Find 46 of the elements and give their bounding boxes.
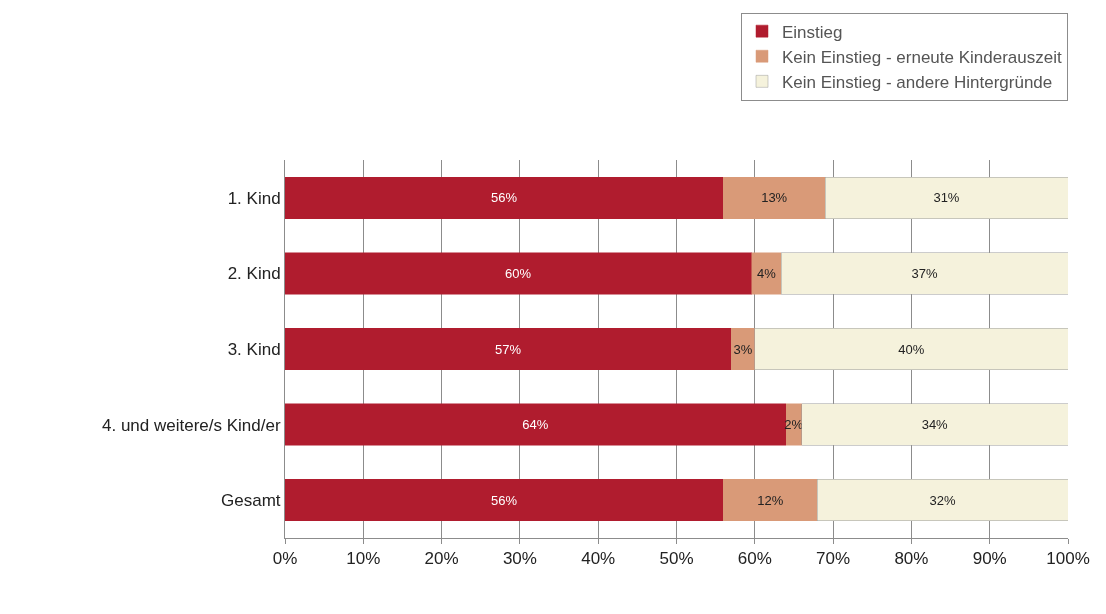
y-tick-label: 2. Kind (227, 264, 281, 284)
x-tick-label: 60% (737, 549, 772, 569)
data-label: 12% (757, 492, 784, 508)
legend-label: Kein Einstieg - erneute Kinderauszeit (782, 47, 1062, 67)
x-tick-label: 40% (581, 549, 616, 569)
x-tick-label: 100% (1046, 549, 1090, 569)
data-label: 56% (491, 190, 518, 206)
x-tick-label: 70% (816, 549, 851, 569)
data-label: 56% (491, 492, 518, 508)
bar (817, 479, 1068, 522)
legend-label: Einstieg (782, 22, 843, 42)
data-label: 31% (933, 190, 960, 206)
y-tick-label: Gesamt (221, 491, 281, 511)
data-label: 32% (929, 492, 956, 508)
legend-label: Kein Einstieg - andere Hintergründe (782, 72, 1053, 92)
x-tick-label: 10% (346, 549, 381, 569)
bar (751, 252, 782, 295)
x-tick-label: 50% (659, 549, 694, 569)
y-tick-label: 1. Kind (227, 188, 281, 208)
x-tick-label: 30% (502, 549, 537, 569)
x-tick-label: 80% (894, 549, 929, 569)
bar (285, 176, 724, 219)
bar (801, 403, 1068, 446)
data-label: 60% (505, 265, 532, 281)
bar (754, 327, 1068, 371)
bar (825, 176, 1068, 219)
data-label: 4% (756, 265, 777, 281)
data-label: 37% (911, 265, 938, 281)
bar (723, 479, 818, 522)
data-label: 57% (494, 341, 522, 357)
x-tick-label: 20% (424, 549, 459, 569)
data-label: 13% (761, 190, 788, 206)
bar (285, 327, 732, 371)
bar (285, 403, 787, 446)
data-label: 64% (522, 417, 549, 433)
x-tick-label: 90% (972, 549, 1007, 569)
y-tick-label: 3. Kind (227, 339, 281, 359)
x-tick-label: 0% (272, 549, 298, 569)
data-label: 3% (733, 341, 753, 357)
data-label: 34% (921, 417, 949, 433)
bar (285, 252, 752, 295)
bar (285, 479, 724, 522)
bar (781, 252, 1068, 295)
data-label: 40% (898, 341, 925, 357)
y-tick-label: 4. und weitere/s Kind/er (101, 415, 281, 435)
bar (723, 176, 826, 219)
